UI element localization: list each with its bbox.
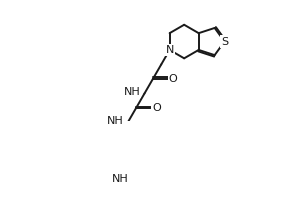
Text: O: O <box>152 103 161 113</box>
Text: NH: NH <box>112 174 129 184</box>
Text: O: O <box>169 74 178 84</box>
Text: NH: NH <box>124 87 140 97</box>
Text: S: S <box>221 37 228 47</box>
Text: N: N <box>165 45 174 55</box>
Text: NH: NH <box>107 116 124 126</box>
